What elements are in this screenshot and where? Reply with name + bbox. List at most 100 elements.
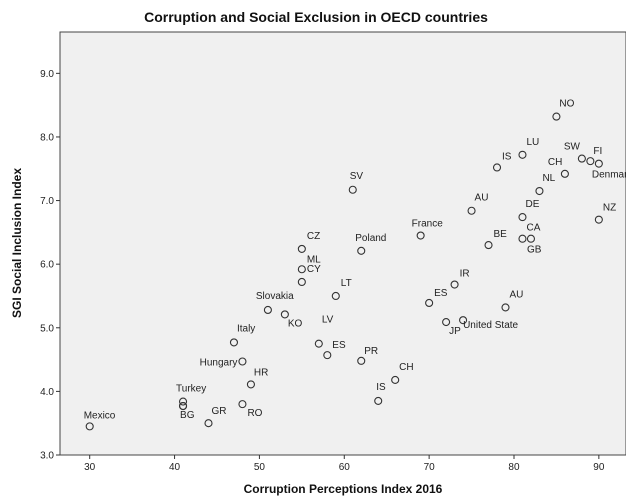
point-label: KO bbox=[288, 318, 303, 329]
x-tick-label: 40 bbox=[169, 462, 181, 473]
data-point bbox=[518, 234, 527, 243]
x-tick-label: 50 bbox=[254, 462, 266, 473]
axis-ticks: 30 40 50 60 70 80 90 3.0 4.0 5.0 6.0 7.0 8.0 9.0 bbox=[40, 69, 605, 473]
point-label: CA bbox=[526, 223, 540, 234]
plot-area bbox=[59, 31, 626, 456]
point-label: AU bbox=[475, 193, 489, 204]
point-label: Denmark bbox=[592, 170, 626, 181]
point-label: Poland bbox=[355, 233, 386, 244]
point-label: ES bbox=[332, 340, 346, 351]
point-label: GR bbox=[212, 406, 227, 417]
y-tick-label: 7.0 bbox=[40, 196, 54, 207]
point-label: CH bbox=[399, 362, 413, 373]
x-tick-label: 60 bbox=[339, 462, 351, 473]
data-point bbox=[501, 303, 510, 312]
point-label: CY bbox=[307, 264, 321, 275]
point-label: LT bbox=[341, 278, 352, 289]
data-point bbox=[450, 280, 459, 289]
data-point bbox=[178, 397, 188, 406]
data-point bbox=[178, 401, 188, 411]
data-point bbox=[391, 375, 400, 384]
data-point bbox=[331, 291, 340, 301]
data-points bbox=[85, 112, 603, 431]
data-point bbox=[263, 305, 272, 315]
data-point bbox=[357, 356, 366, 365]
data-point bbox=[204, 419, 213, 428]
point-label: IS bbox=[376, 382, 386, 393]
point-label: FI bbox=[593, 146, 602, 157]
point-label: Turkey bbox=[176, 384, 206, 395]
point-label: CH bbox=[548, 157, 562, 168]
point-label: AU bbox=[510, 289, 524, 300]
point-label: IR bbox=[460, 269, 470, 280]
y-tick-label: 3.0 bbox=[40, 451, 54, 462]
data-point bbox=[526, 234, 536, 243]
data-point bbox=[586, 157, 595, 166]
chart-title: Corruption and Social Exclusion in OECD … bbox=[144, 9, 488, 25]
data-point bbox=[492, 163, 502, 172]
data-point bbox=[518, 150, 527, 159]
point-label: PR bbox=[364, 346, 378, 357]
data-point bbox=[348, 185, 357, 194]
data-point bbox=[314, 339, 323, 348]
data-point bbox=[552, 112, 561, 121]
y-tick-label: 5.0 bbox=[40, 323, 54, 334]
point-label: ML bbox=[307, 254, 321, 265]
data-point bbox=[594, 215, 603, 224]
data-point bbox=[577, 154, 586, 163]
data-point bbox=[297, 244, 306, 253]
x-axis-label: Corruption Perceptions Index 2016 bbox=[244, 482, 443, 496]
data-point bbox=[323, 351, 332, 360]
data-point bbox=[560, 169, 569, 178]
data-point bbox=[459, 316, 468, 325]
y-tick-label: 8.0 bbox=[40, 132, 54, 143]
x-tick-label: 70 bbox=[424, 462, 436, 473]
x-tick-label: 90 bbox=[593, 462, 605, 473]
point-label: SW bbox=[564, 142, 581, 153]
point-label: BG bbox=[180, 410, 195, 421]
data-point bbox=[297, 277, 306, 287]
data-point bbox=[535, 186, 544, 196]
point-label: NZ bbox=[603, 203, 616, 214]
point-label: Hungary bbox=[200, 357, 238, 368]
data-point bbox=[238, 400, 247, 409]
data-point bbox=[280, 310, 289, 319]
y-tick-label: 6.0 bbox=[40, 260, 54, 271]
point-label: JP bbox=[449, 326, 461, 337]
x-tick-label: 80 bbox=[508, 462, 520, 473]
point-label: RO bbox=[247, 408, 262, 419]
data-point bbox=[85, 422, 94, 431]
point-labels: Mexico Turkey BG GR RO Hungary HR Italy Slovakia… bbox=[84, 99, 626, 422]
data-point bbox=[357, 246, 366, 255]
point-label: United State bbox=[463, 320, 518, 331]
y-tick-label: 9.0 bbox=[40, 69, 54, 80]
point-label: BE bbox=[494, 229, 508, 240]
point-label: NO bbox=[559, 99, 574, 110]
point-label: France bbox=[412, 219, 444, 230]
y-tick-label: 4.0 bbox=[40, 387, 54, 398]
data-point bbox=[229, 338, 239, 347]
data-point bbox=[425, 298, 434, 308]
point-label: Italy bbox=[237, 323, 255, 334]
point-label: LU bbox=[526, 137, 539, 148]
data-point bbox=[246, 380, 255, 389]
point-label: ES bbox=[434, 288, 448, 299]
data-point bbox=[297, 265, 306, 274]
data-point bbox=[467, 206, 476, 215]
data-point bbox=[374, 396, 383, 405]
point-label: DE bbox=[525, 199, 539, 210]
data-point bbox=[518, 213, 527, 222]
point-label: IS bbox=[502, 151, 512, 162]
data-point bbox=[484, 241, 493, 250]
point-label: CZ bbox=[307, 231, 320, 242]
data-point bbox=[442, 318, 451, 327]
point-label: HR bbox=[254, 367, 268, 378]
point-label: SV bbox=[350, 171, 364, 182]
data-point bbox=[594, 159, 603, 168]
data-point bbox=[238, 357, 247, 366]
point-label: LV bbox=[322, 315, 334, 326]
point-label: Slovakia bbox=[256, 291, 294, 302]
x-tick-label: 30 bbox=[84, 462, 96, 473]
point-label: GB bbox=[527, 245, 542, 256]
point-label: Mexico bbox=[84, 410, 116, 421]
